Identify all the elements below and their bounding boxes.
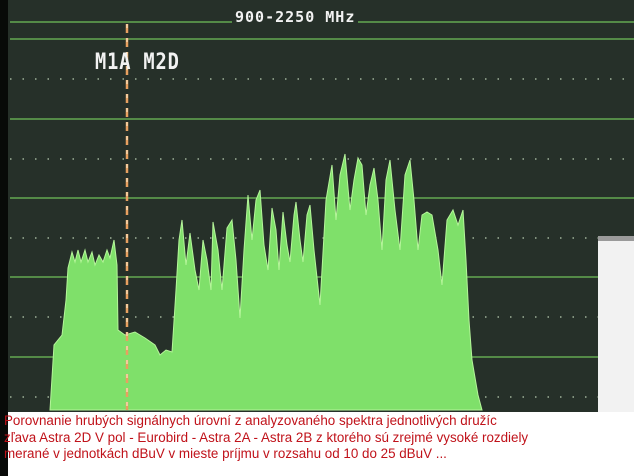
white-panel-edge: [598, 236, 634, 241]
caption-line: merané v jednotkách dBuV v mieste príjmu…: [4, 446, 447, 461]
caption-line: Porovnanie hrubých signálnych úrovní z a…: [4, 413, 497, 428]
white-panel: [598, 236, 634, 412]
spectrum-display: [10, 21, 634, 412]
marker-label: M1A M2D: [95, 50, 180, 75]
spectrum-analyzer-screen: 900-2250 MHz M1A M2D: [0, 0, 634, 412]
spectrum-trace: [49, 153, 483, 411]
frequency-range-label: 900-2250 MHz: [232, 8, 359, 26]
photo-edge: [0, 0, 8, 476]
caption: Porovnanie hrubých signálnych úrovní z a…: [4, 413, 632, 463]
caption-line: zľava Astra 2D V pol - Eurobird - Astra …: [4, 429, 529, 445]
